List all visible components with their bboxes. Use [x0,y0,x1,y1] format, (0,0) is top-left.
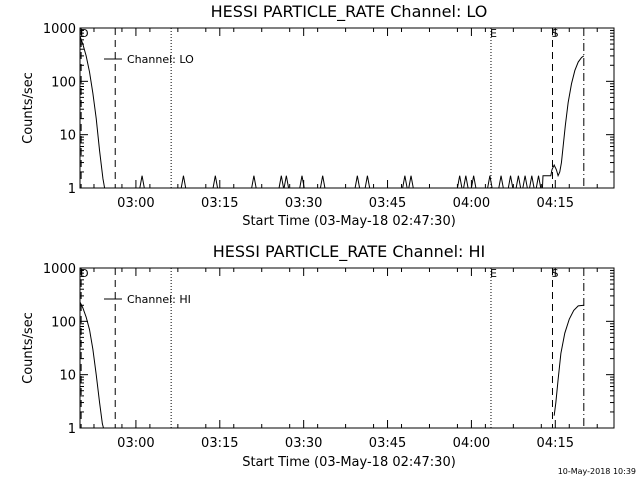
x-tick-label: 04:00 [453,196,490,211]
plot-frame-hi [79,267,615,429]
data-series-hi [79,301,584,429]
y-tick-label: 10 [59,369,76,384]
x-axis-label-hi: Start Time (03-May-18 02:47:30) [242,455,456,470]
y-tick-label: 1 [68,422,76,437]
x-tick-label: 03:15 [201,196,238,211]
x-axis-label-lo: Start Time (03-May-18 02:47:30) [242,214,456,229]
chart-panel-hi: HESSI PARTICLE_RATE Channel: HI Counts/s… [21,242,615,470]
chart-title-hi: HESSI PARTICLE_RATE Channel: HI [213,242,486,262]
x-tick-label: 03:15 [201,436,238,451]
x-tick-label: 03:00 [117,196,154,211]
time-marker-label: D [80,267,88,280]
plot-frame-lo [79,27,615,189]
y-axis-label-lo: Counts/sec [21,72,36,144]
x-tick-label: 03:30 [285,196,322,211]
x-tick-label: 03:00 [117,436,154,451]
time-marker-label: S [551,267,558,280]
generation-timestamp: 10-May-2018 10:39 [558,467,636,476]
chart-panel-lo: HESSI PARTICLE_RATE Channel: LO Counts/s… [21,2,615,229]
y-tick-label: 100 [51,315,76,330]
time-marker-label: D [80,27,88,40]
x-tick-label: 04:15 [537,196,574,211]
y-tick-label: 1000 [43,22,76,37]
y-tick-label: 1000 [43,262,76,277]
y-axis-label-hi: Counts/sec [21,312,36,384]
time-marker-label: E [490,27,497,40]
y-tick-label: 10 [59,129,76,144]
y-tick-label: 1 [68,182,76,197]
axis-ticks-lo: 1 10 100 1000 03:00 03:15 03:30 03:45 04:00 04:15 [43,22,614,211]
x-tick-label: 03:45 [369,436,406,451]
legend-label-hi: Channel: HI [127,293,191,306]
x-tick-label: 04:00 [453,436,490,451]
legend-label-lo: Channel: LO [127,53,194,66]
time-marker-label: E [490,267,497,280]
x-tick-label: 03:45 [369,196,406,211]
series-line [553,304,584,416]
chart-title-lo: HESSI PARTICLE_RATE Channel: LO [211,2,488,22]
axis-ticks-hi: 1 10 100 1000 03:00 03:15 03:30 03:45 04:00 04:15 [43,262,614,451]
y-tick-label: 100 [51,75,76,90]
x-tick-label: 04:15 [537,436,574,451]
x-tick-label: 03:30 [285,436,322,451]
time-marker-label: S [551,27,558,40]
series-line [79,301,104,429]
